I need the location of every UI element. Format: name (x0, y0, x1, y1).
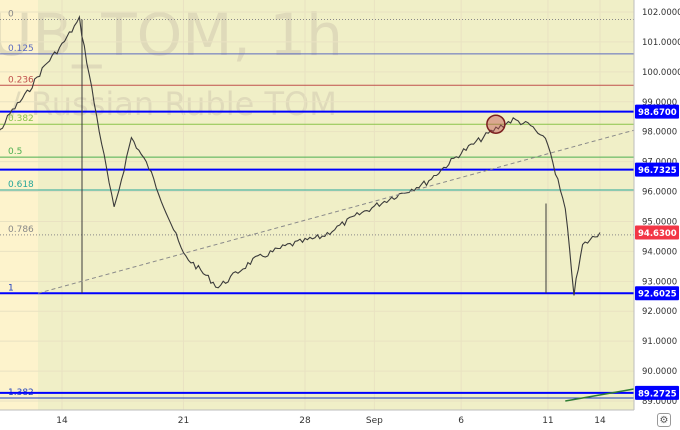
annotations (37, 114, 635, 402)
y-tick-label: 91.0000 (642, 337, 677, 347)
fib-level-label: 0.125 (8, 44, 34, 54)
price-tag-bg (635, 286, 679, 301)
y-tick-label: 94.0000 (642, 247, 677, 257)
x-tick-label: 21 (178, 416, 189, 426)
fib-level-label: 0.5 (8, 147, 22, 157)
y-tick-label: 100.0000 (642, 68, 680, 78)
horizontal-levels (0, 110, 634, 394)
price-tag-label: 98.6700 (638, 108, 677, 118)
bottom-trendline (565, 388, 635, 402)
y-tick-label: 92.0000 (642, 307, 677, 317)
price-tag-label: 92.6025 (638, 290, 677, 300)
y-tick-label: 102.0000 (642, 8, 680, 18)
y-tick-label: 95.0000 (642, 217, 677, 227)
fib-level-label: 0.786 (8, 225, 34, 235)
x-tick-label: 6 (458, 416, 464, 426)
y-tick-label: 96.0000 (642, 188, 677, 198)
chart-settings-icon[interactable]: ⚙ (657, 413, 671, 427)
x-axis-panel (0, 410, 634, 430)
price-line (0, 14, 601, 296)
x-axis-ticks: 14 21 28 Sep 6 11 14 (56, 416, 606, 426)
fib-level-label: 1 (8, 283, 14, 293)
watermark-description: / Russian Ruble TOM (10, 85, 337, 123)
fib-level-label: 0.618 (8, 180, 34, 190)
y-tick-label: 97.0000 (642, 158, 677, 168)
trendline-dashed (37, 129, 635, 294)
price-tag-bg (635, 385, 679, 400)
price-tag-label: 96.7325 (638, 166, 677, 176)
y-axis-ticks: 102.0000 101.0000 100.0000 99.0000 98.0000 97… (642, 8, 680, 407)
y-tick-label: 89.0000 (642, 397, 677, 407)
fib-level-label: 0.382 (8, 114, 34, 124)
price-tag-bg (635, 225, 679, 240)
watermark-symbol: UB_TOM, 1h (0, 1, 343, 69)
x-tick-label: Sep (366, 416, 383, 426)
price-tag-label: 89.2725 (638, 389, 677, 399)
x-tick-label: 14 (594, 416, 606, 426)
y-tick-label: 98.0000 (642, 128, 677, 138)
fib-level-label: 0.236 (8, 75, 34, 85)
y-axis-panel (634, 0, 680, 430)
price-tag-bg (635, 162, 679, 177)
x-tick-label: 14 (56, 416, 68, 426)
y-tick-label: 99.0000 (642, 98, 677, 108)
y-tick-label: 90.0000 (642, 367, 677, 377)
y-tick-label: 93.0000 (642, 277, 677, 287)
price-labels: 98.6700 96.7325 92.6025 89.2725 94.6300 (635, 104, 679, 400)
x-tick-label: 11 (542, 416, 553, 426)
fib-level-label: 0 (8, 9, 14, 19)
price-tag-label: 94.6300 (638, 229, 677, 239)
price-series (0, 14, 601, 296)
y-tick-label: 101.0000 (642, 38, 680, 48)
price-tag-bg (635, 104, 679, 119)
x-tick-label: 28 (299, 416, 311, 426)
highlight-circle (486, 114, 506, 134)
